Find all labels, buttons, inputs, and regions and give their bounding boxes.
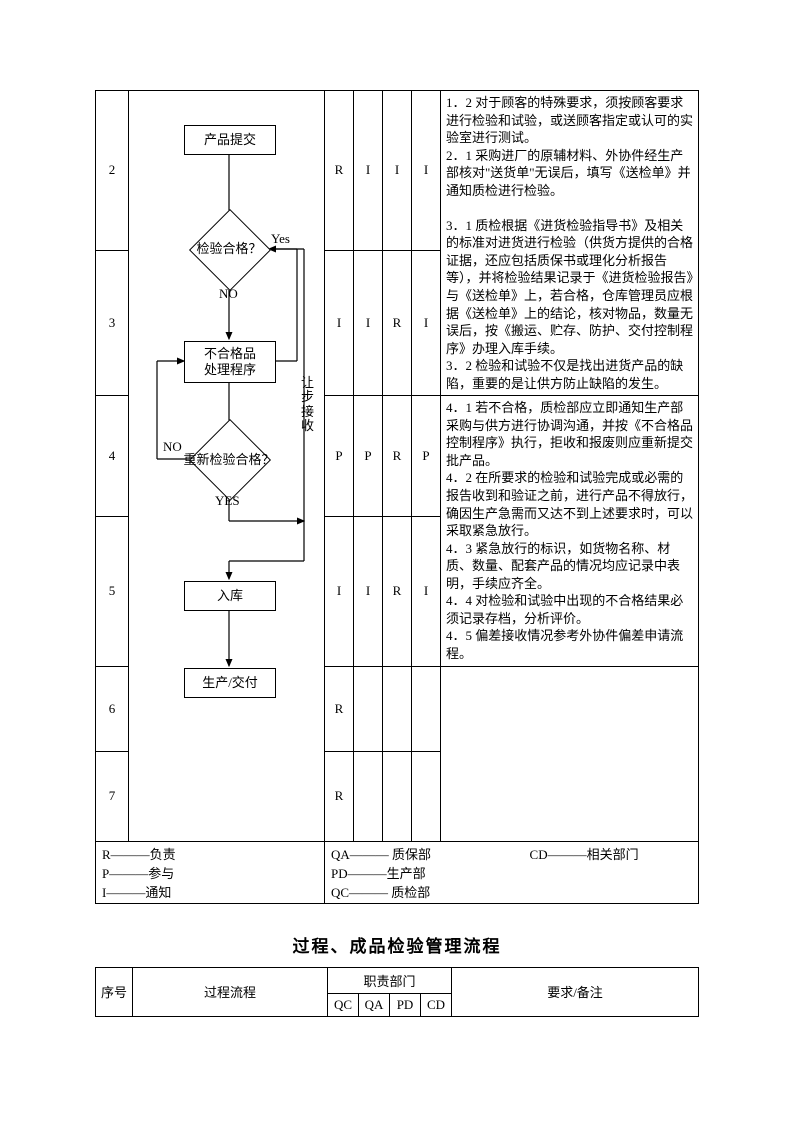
flow-arrows — [129, 91, 324, 721]
raci-cell: I — [354, 250, 383, 396]
raci-cell — [354, 751, 383, 841]
node-deliver: 生产/交付 — [184, 668, 276, 698]
raci-cell: R — [383, 396, 412, 517]
section-title: 过程、成品检验管理流程 — [95, 932, 699, 957]
raci-cell: R — [325, 91, 354, 251]
raci-cell: R — [383, 250, 412, 396]
row-sn: 2 — [96, 91, 129, 251]
raci-cell: P — [412, 396, 441, 517]
note-cell: 1．2 对于顾客的特殊要求，须按顾客要求进行检验和试验，或送顾客指定或认可的实验… — [441, 91, 699, 396]
label-concession: 让步接收 — [301, 376, 315, 433]
raci-cell: P — [325, 396, 354, 517]
node-submit: 产品提交 — [184, 125, 276, 155]
raci-cell: P — [354, 396, 383, 517]
process-table: 2 — [95, 90, 699, 904]
label-no2: NO — [163, 439, 182, 455]
raci-cell — [383, 751, 412, 841]
raci-cell: R — [383, 517, 412, 666]
row-sn: 3 — [96, 250, 129, 396]
node-warehouse: 入库 — [184, 581, 276, 611]
raci-cell: I — [354, 91, 383, 251]
note-cell: 4．1 若不合格，质检部应立即通知生产部采购与供方进行协调沟通，并按《不合格品控… — [441, 396, 699, 666]
hdr-col: QA — [359, 993, 390, 1016]
flowchart-cell: 产品提交 检验合格？ Yes NO 不合格品处理程序 让步接收 重新检验合格？ … — [129, 91, 325, 842]
row-sn: 5 — [96, 517, 129, 666]
raci-cell — [383, 666, 412, 751]
hdr-flow: 过程流程 — [133, 967, 328, 1016]
hdr-col: QC — [328, 993, 359, 1016]
raci-cell: I — [354, 517, 383, 666]
label-yes2: YES — [215, 493, 240, 509]
hdr-col: CD — [421, 993, 452, 1016]
raci-cell: I — [383, 91, 412, 251]
note-cell — [441, 666, 699, 841]
hdr-note: 要求/备注 — [452, 967, 699, 1016]
node-nonconform: 不合格品处理程序 — [184, 341, 276, 383]
label-yes1: Yes — [271, 231, 290, 247]
raci-cell — [412, 751, 441, 841]
row-sn: 4 — [96, 396, 129, 517]
raci-cell: I — [412, 517, 441, 666]
hdr-sn: 序号 — [96, 967, 133, 1016]
raci-cell — [412, 666, 441, 751]
hdr-dept: 职责部门 — [328, 967, 452, 993]
legend-left: R———负责 P———参与 I———通知 — [96, 841, 325, 903]
legend-right: QA——— 质保部 PD———生产部 QC——— 质检部 CD———相关部门 — [325, 841, 699, 903]
label-no1: NO — [219, 286, 238, 302]
hdr-col: PD — [390, 993, 421, 1016]
header-table: 序号 过程流程 职责部门 要求/备注 QC QA PD CD — [95, 967, 699, 1017]
raci-cell — [354, 666, 383, 751]
flowchart: 产品提交 检验合格？ Yes NO 不合格品处理程序 让步接收 重新检验合格？ … — [129, 91, 324, 841]
raci-cell: R — [325, 751, 354, 841]
row-sn: 6 — [96, 666, 129, 751]
raci-cell: I — [412, 250, 441, 396]
raci-cell: R — [325, 666, 354, 751]
row-sn: 7 — [96, 751, 129, 841]
raci-cell: I — [412, 91, 441, 251]
raci-cell: I — [325, 250, 354, 396]
raci-cell: I — [325, 517, 354, 666]
